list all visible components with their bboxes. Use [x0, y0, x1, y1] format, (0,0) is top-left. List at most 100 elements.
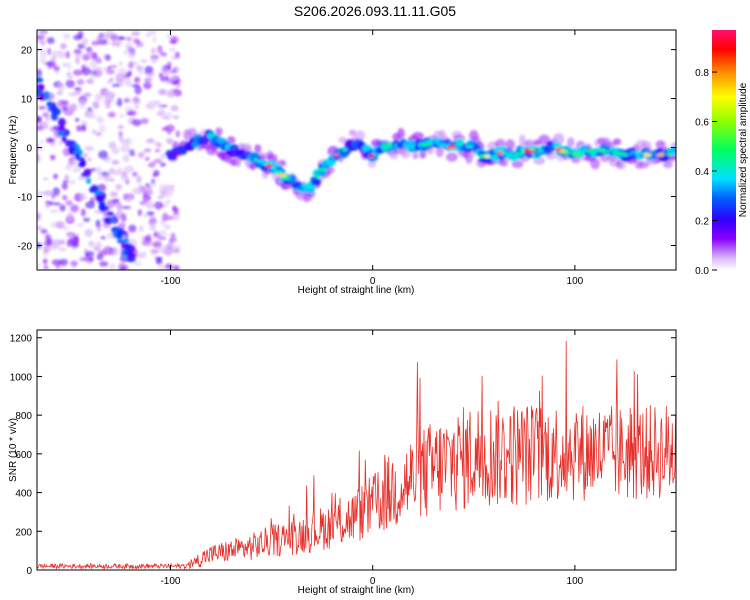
spectrogram-xtick-label: 0: [370, 276, 376, 287]
colorbar: 0.0 0.2 0.4 0.6 0.8 Normalized spectral ampl…: [695, 30, 749, 277]
colorbar-axes: 0.0 0.2 0.4 0.6 0.8: [695, 68, 717, 277]
spectrogram-cell: [168, 70, 175, 74]
spectrogram-cell: [37, 155, 41, 163]
spectrogram-cell: [175, 130, 180, 138]
spectrogram-cell: [642, 153, 652, 157]
spectrogram-cell: [97, 183, 107, 192]
spectrogram-cell: [151, 47, 156, 54]
spectrogram-cell: [109, 191, 119, 198]
spectrogram-cell: [98, 204, 108, 212]
spectrogram-cell: [52, 202, 61, 206]
spectrogram-cell: [157, 265, 166, 269]
snr-xtick-label: -100: [160, 576, 180, 587]
spectrogram-cell: [447, 145, 456, 149]
snr-ytick-label: 0: [26, 566, 32, 577]
spectrogram-cell: [505, 139, 515, 151]
spectrogram-cell: [122, 193, 128, 201]
spectrogram-cell: [170, 232, 176, 240]
spectrogram-cell: [37, 191, 46, 196]
spectrogram-cell: [55, 221, 65, 229]
spectrogram-cell: [109, 77, 114, 82]
spectrogram-cell: [38, 57, 47, 64]
spectrogram-cell: [143, 81, 152, 90]
spectrogram-frame: [36, 29, 677, 271]
colorbar-tick-label: 0.6: [695, 118, 709, 129]
spectrogram-cell: [425, 141, 434, 146]
spectrogram-cell: [115, 73, 125, 83]
spectrogram-cell: [142, 186, 153, 194]
spectrogram-cell: [412, 152, 419, 160]
spectrogram-cell: [528, 150, 535, 154]
spectrogram-cell: [144, 33, 151, 38]
spectrogram-cell: [537, 149, 544, 153]
spectrogram-cell: [61, 182, 68, 190]
spectrogram-cell: [254, 144, 262, 154]
spectrogram-ytick-label: -20: [18, 242, 33, 253]
spectrogram-cell: [73, 49, 82, 55]
spectrogram-cell: [46, 37, 55, 44]
spectrogram-cell: [80, 124, 87, 132]
spectrogram-cell: [51, 259, 62, 266]
spectrogram-cell: [47, 48, 52, 55]
snr-xtick-label: 100: [567, 576, 584, 587]
spectrogram-cell: [56, 99, 67, 108]
snr-ytick-label: 200: [15, 527, 32, 538]
spectrogram-cell: [138, 224, 144, 233]
spectrogram-cell: [97, 176, 104, 180]
spectrogram-cell: [89, 60, 98, 68]
spectrogram-cell: [146, 138, 155, 143]
spectrogram-cell: [134, 261, 142, 267]
spectrogram-cell: [62, 225, 70, 231]
spectrogram-cell: [51, 50, 61, 55]
spectrogram-cell: [109, 263, 116, 270]
spectrogram-cell: [111, 146, 120, 155]
spectrogram-cell: [77, 43, 86, 49]
spectrogram-cell: [270, 166, 277, 171]
spectrogram-cell: [159, 52, 168, 57]
spectrogram-cell: [90, 72, 95, 81]
spectrogram-cell: [120, 266, 126, 270]
spectrogram-cell: [146, 211, 155, 217]
spectrogram-cell: [134, 76, 141, 84]
snr-xlabel: Height of straight line (km): [298, 585, 415, 596]
spectrogram-cell: [117, 166, 123, 173]
spectrogram-cell: [116, 231, 123, 240]
spectrogram-cell: [481, 157, 493, 164]
spectrogram-cell: [136, 175, 142, 183]
spectrogram-cell: [95, 132, 103, 136]
spectrogram-cell: [145, 156, 150, 161]
spectrogram-cell: [154, 158, 163, 164]
spectrogram-cell: [438, 143, 447, 147]
spectrogram-cell: [85, 251, 95, 257]
spectrogram-cell: [85, 46, 93, 53]
spectrogram-cell: [39, 30, 45, 37]
spectrogram-cell: [52, 173, 59, 180]
spectrogram-cell: [104, 54, 111, 61]
spectrogram-cell: [144, 65, 154, 74]
spectrogram-cell: [125, 36, 133, 42]
spectrogram-cell: [68, 146, 76, 153]
spectrogram-cell: [157, 45, 163, 54]
spectrogram-cell: [124, 78, 132, 87]
spectrogram-cell: [40, 228, 48, 234]
spectrogram-cell: [37, 147, 45, 151]
spectrogram-cell: [172, 65, 179, 74]
spectrogram-cell: [84, 228, 93, 237]
spectrogram-cell: [77, 30, 84, 39]
spectrogram-cell: [62, 63, 68, 67]
spectrogram-cell: [122, 154, 130, 163]
spectrogram-cell: [91, 128, 97, 135]
spectrogram-xtick-label: -100: [160, 276, 180, 287]
snr-marks: [37, 340, 676, 570]
spectrogram-cell: [117, 67, 127, 76]
spectrogram-cell: [96, 116, 104, 124]
spectrogram-cell: [110, 33, 118, 42]
spectrogram-cell: [128, 49, 136, 59]
spectrogram-cell: [148, 217, 157, 226]
spectrogram-ytick-label: 10: [21, 95, 33, 106]
spectrogram-cell: [86, 79, 94, 84]
spectrogram-cell: [158, 245, 169, 254]
spectrogram-cell: [132, 119, 142, 127]
spectrogram-cell: [62, 33, 71, 40]
